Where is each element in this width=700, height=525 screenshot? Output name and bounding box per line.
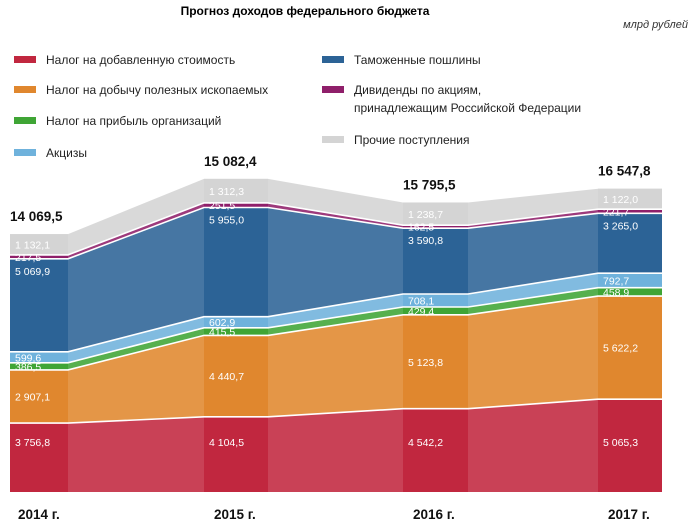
value-label-2-1: 5 123,8 — [408, 357, 443, 369]
bar-segment-1-4 — [204, 207, 268, 317]
bar-segment-0-5 — [10, 254, 68, 259]
value-label-0-6: 1 132,1 — [15, 240, 50, 252]
value-label-3-6: 1 122,0 — [603, 194, 638, 206]
legend-label-l0: Налог на добавленную стоимость — [46, 53, 235, 67]
legend-label-r0: Таможенные пошлины — [354, 53, 481, 67]
layer-boundary-3 — [10, 286, 662, 364]
layer-boundary-1 — [10, 398, 662, 424]
value-label-0-1: 2 907,1 — [15, 392, 50, 404]
value-label-0-3: 599,6 — [15, 352, 41, 364]
units-label: млрд рублей — [623, 19, 688, 31]
bar-segment-3-2 — [598, 287, 662, 297]
legend-swatch-l0 — [14, 56, 36, 63]
value-label-1-2: 415,5 — [209, 327, 235, 339]
value-label-1-4: 5 955,0 — [209, 215, 244, 227]
bar-segment-3-1 — [598, 296, 662, 400]
value-label-2-3: 708,1 — [408, 296, 434, 308]
value-label-2-0: 4 542,2 — [408, 437, 443, 449]
bar-segment-2-3 — [403, 293, 468, 307]
legend-swatch-r1 — [322, 86, 344, 93]
plot-area — [10, 178, 662, 492]
legend-label-r1: Дивиденды по акциям, принадлежащим Россий… — [354, 83, 581, 115]
legend-label-r2: Прочие поступления — [354, 133, 469, 147]
series-area-5 — [10, 202, 662, 259]
bar-segment-0-1 — [10, 369, 68, 424]
layer-boundary-4 — [10, 272, 662, 353]
bar-segment-3-6 — [598, 188, 662, 210]
series-area-6 — [10, 178, 662, 255]
legend: Налог на добавленную стоимость Налог на д… — [14, 53, 581, 160]
value-label-1-5: 251,5 — [209, 200, 235, 212]
legend-label-l3: Акцизы — [46, 146, 87, 160]
year-label-2: 2016 г. — [413, 507, 455, 522]
value-label-0-5: 217,5 — [15, 252, 41, 264]
series-area-3 — [10, 273, 662, 363]
bar-segment-2-2 — [403, 306, 468, 315]
year-label-0: 2014 г. — [18, 507, 60, 522]
value-label-0-4: 5 069,9 — [15, 266, 50, 278]
layer-boundary-2 — [10, 295, 662, 371]
total-label-0: 14 069,5 — [10, 209, 63, 224]
value-label-3-4: 3 265,0 — [603, 220, 638, 232]
bar-segment-2-4 — [403, 228, 468, 294]
bar-segment-0-3 — [10, 351, 68, 363]
legend-swatch-r0 — [322, 56, 344, 63]
value-label-3-5: 221,7 — [603, 206, 629, 218]
value-label-3-3: 792,7 — [603, 275, 629, 287]
value-label-2-4: 3 590,8 — [408, 235, 443, 247]
value-label-1-1: 4 440,7 — [209, 371, 244, 383]
bar-segment-1-1 — [204, 335, 268, 417]
bar-segment-3-3 — [598, 273, 662, 288]
bar-segment-3-4 — [598, 213, 662, 274]
total-label-1: 15 082,4 — [204, 154, 257, 169]
series-area-0 — [10, 399, 662, 492]
legend-swatch-r2 — [322, 136, 344, 143]
bar-segment-1-3 — [204, 316, 268, 328]
legend-swatch-l3 — [14, 149, 36, 156]
layer-boundary-6 — [10, 202, 662, 256]
series-area-4 — [10, 207, 662, 352]
legend-swatch-l2 — [14, 117, 36, 124]
value-label-1-3: 602,9 — [209, 317, 235, 329]
chart-title: Прогноз доходов федерального бюджета — [181, 4, 430, 18]
value-label-2-6: 1 238,7 — [408, 209, 443, 221]
bar-segment-0-4 — [10, 258, 68, 352]
value-label-2-2: 429,4 — [408, 306, 434, 318]
bar-segment-0-2 — [10, 362, 68, 370]
year-label-1: 2015 г. — [214, 507, 256, 522]
bar-segment-3-5 — [598, 209, 662, 214]
value-label-3-0: 5 065,3 — [603, 437, 638, 449]
bar-segment-2-6 — [403, 202, 468, 226]
bar-segment-1-0 — [204, 416, 268, 492]
bar-segment-1-6 — [204, 178, 268, 203]
total-label-2: 15 795,5 — [403, 178, 456, 193]
bar-segment-1-5 — [204, 202, 268, 208]
bar-segment-2-5 — [403, 225, 468, 229]
value-label-0-0: 3 756,8 — [15, 437, 50, 449]
bar-segment-2-1 — [403, 314, 468, 409]
total-label-3: 16 547,8 — [598, 164, 651, 179]
value-label-0-2: 386,5 — [15, 361, 41, 373]
year-label-3: 2017 г. — [608, 507, 650, 522]
bar-segment-0-6 — [10, 234, 68, 255]
value-label-2-5: 162,5 — [408, 222, 434, 234]
legend-label-l2: Налог на прибыль организаций — [46, 114, 221, 128]
series-area-2 — [10, 287, 662, 370]
value-label-3-2: 458,9 — [603, 287, 629, 299]
value-label-1-6: 1 312,3 — [209, 186, 244, 198]
bar-segment-2-0 — [403, 408, 468, 492]
layer-boundary-5 — [10, 206, 662, 260]
series-area-1 — [10, 296, 662, 424]
bar-segment-3-0 — [598, 399, 662, 492]
bar-segment-1-2 — [204, 327, 268, 336]
value-label-3-1: 5 622,2 — [603, 343, 638, 355]
value-label-1-0: 4 104,5 — [209, 437, 244, 449]
bar-segment-0-0 — [10, 423, 68, 492]
legend-swatch-l1 — [14, 86, 36, 93]
legend-label-l1: Налог на добычу полезных ископаемых — [46, 83, 268, 97]
